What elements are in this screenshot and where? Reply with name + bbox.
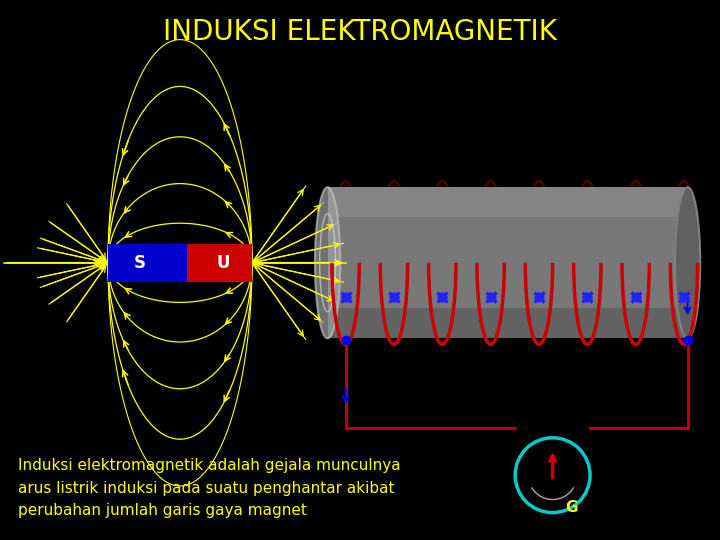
Ellipse shape (315, 187, 340, 339)
Bar (108, 244, 187, 281)
Bar (328, 308, 688, 339)
Bar (328, 187, 688, 339)
Bar (328, 187, 688, 218)
Bar (187, 244, 252, 281)
Text: INDUKSI ELEKTROMAGNETIK: INDUKSI ELEKTROMAGNETIK (163, 18, 557, 46)
Text: U: U (216, 254, 230, 272)
Text: Induksi elektromagnetik adalah gejala munculnya
arus listrik induksi pada suatu : Induksi elektromagnetik adalah gejala mu… (18, 458, 400, 518)
Ellipse shape (675, 187, 701, 339)
Text: G: G (565, 500, 577, 515)
Text: S: S (134, 254, 145, 272)
Circle shape (516, 438, 590, 512)
